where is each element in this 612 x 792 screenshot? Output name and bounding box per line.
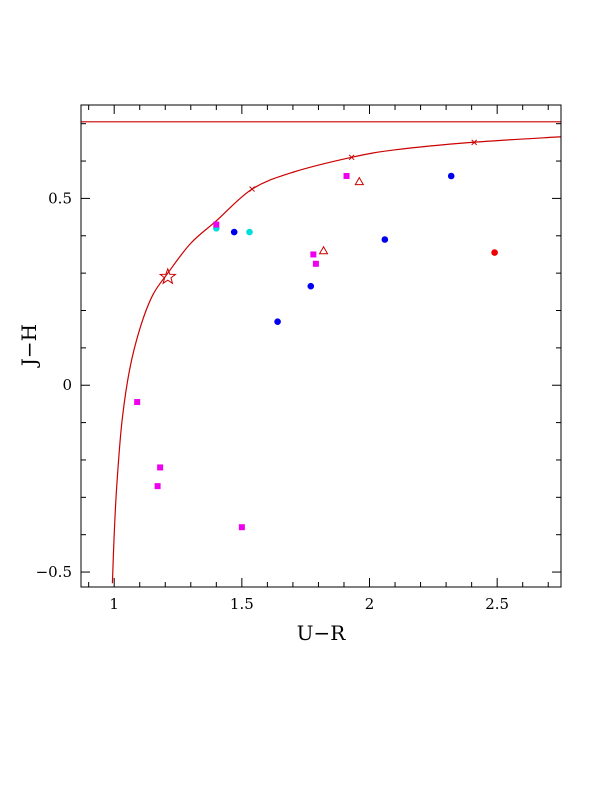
data-point-square bbox=[312, 260, 319, 267]
y-tick-label: 0.5 bbox=[48, 189, 72, 207]
data-point-circle bbox=[491, 249, 498, 256]
x-tick-label: 2.5 bbox=[485, 595, 509, 613]
model-curve bbox=[111, 136, 561, 584]
data-point-triangle bbox=[354, 176, 365, 186]
data-point-square bbox=[213, 221, 220, 228]
y-tick-label: 0 bbox=[62, 376, 72, 394]
data-point-triangle bbox=[318, 245, 329, 255]
y-axis-title: J−H bbox=[17, 324, 41, 368]
data-point-circle bbox=[246, 228, 253, 236]
data-point-square bbox=[238, 524, 245, 531]
plot-frame bbox=[80, 104, 562, 588]
curve-cross-marker bbox=[471, 139, 478, 146]
data-point-star bbox=[158, 267, 177, 285]
data-point-square bbox=[134, 399, 141, 406]
data-point-square bbox=[310, 251, 317, 258]
x-axis-title: U−R bbox=[297, 621, 347, 645]
data-point-circle bbox=[307, 282, 315, 290]
tick-labels: 1 1.5 2 2.5 −0.5 0 0.5 bbox=[36, 189, 510, 613]
data-point-circle bbox=[230, 228, 238, 236]
axis-ticks bbox=[81, 105, 561, 587]
x-tick-label: 2 bbox=[365, 595, 375, 613]
x-tick-label: 1 bbox=[109, 595, 119, 613]
data-points bbox=[134, 172, 498, 531]
data-point-square bbox=[157, 464, 164, 471]
x-tick-label: 1.5 bbox=[230, 595, 254, 613]
data-point-square bbox=[343, 172, 350, 179]
data-point-circle bbox=[381, 236, 389, 243]
data-point-circle bbox=[274, 318, 281, 326]
curve-cross-marker bbox=[348, 154, 355, 161]
data-point-square bbox=[154, 483, 161, 490]
reference-lines bbox=[81, 121, 561, 584]
curve-cross-marker bbox=[249, 186, 255, 192]
data-point-circle bbox=[447, 172, 455, 180]
y-tick-label: −0.5 bbox=[36, 563, 72, 581]
